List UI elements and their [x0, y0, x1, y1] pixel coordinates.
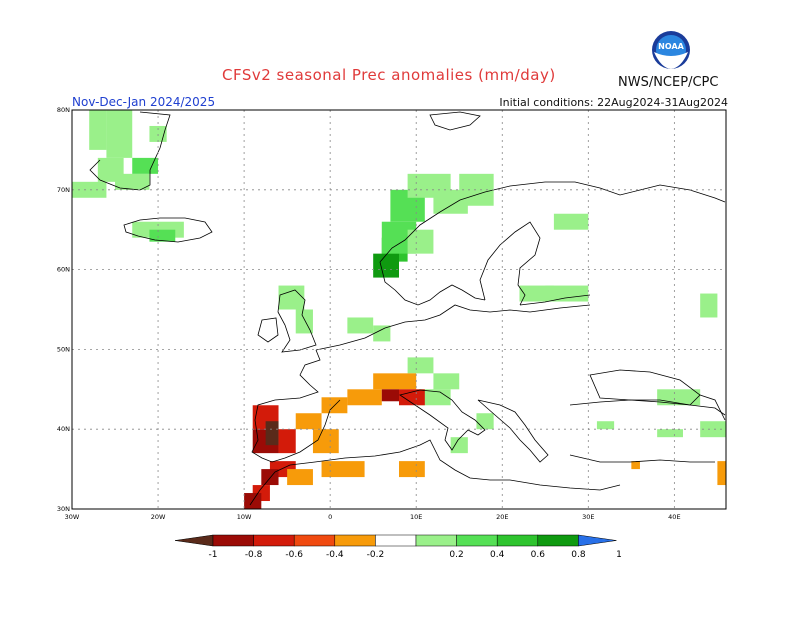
colorbar-segment: [253, 534, 295, 547]
anomaly-cell: [545, 285, 589, 302]
anomaly-cell: [295, 413, 322, 430]
colorbar-tick-label: 0.6: [531, 550, 546, 560]
anomaly-cell: [450, 437, 468, 454]
anomaly-cell: [399, 461, 425, 478]
anomaly-cell: [596, 421, 615, 430]
colorbar-segment: [496, 534, 539, 547]
anomaly-cell: [407, 229, 434, 254]
lat-tick-label: 80N: [57, 106, 70, 114]
colorbar-tick-label: -0.2: [367, 550, 385, 560]
anomaly-cells: [72, 110, 726, 509]
lon-tick-label: 0: [328, 513, 332, 521]
colorbar-tick-label: 1: [616, 550, 622, 560]
anomaly-cell: [312, 429, 339, 454]
anomaly-cell: [407, 357, 434, 374]
anomaly-cell: [657, 429, 683, 438]
colorbar-segment: [415, 534, 457, 547]
anomaly-cell: [287, 469, 313, 486]
anomaly-cell: [265, 421, 279, 446]
colorbar-tick-label: 0.8: [571, 550, 586, 560]
colorbar-arrow-low: [174, 534, 214, 547]
svg-text:NOAA: NOAA: [658, 42, 684, 51]
anomaly-cell: [381, 389, 399, 402]
anomaly-cell: [476, 413, 494, 430]
lon-tick-label: 30E: [582, 513, 594, 521]
lon-tick-label: 20W: [151, 513, 166, 521]
map-title: CFSv2 seasonal Prec anomalies (mm/day): [222, 66, 556, 84]
colorbar-tick-label: 0.2: [449, 550, 463, 560]
anomaly-cell: [347, 389, 382, 406]
agency-label: NWS/NCEP/CPC: [618, 75, 719, 90]
anomaly-cell: [278, 285, 305, 310]
anomaly-cell: [631, 461, 640, 470]
anomaly-cell: [553, 213, 589, 230]
anomaly-cell: [278, 429, 296, 454]
anomaly-cell: [459, 173, 494, 206]
colorbar-segment: [375, 534, 417, 547]
colorbar-tick-label: -0.8: [245, 550, 263, 560]
lon-tick-label: 30W: [65, 513, 80, 521]
lat-tick-label: 70N: [57, 186, 70, 194]
lat-tick-label: 40N: [57, 425, 70, 433]
anomaly-cell: [700, 293, 718, 318]
anomaly-cell: [717, 461, 726, 486]
colorbar-segment: [334, 534, 376, 547]
colorbar-segment: [537, 534, 579, 547]
anomaly-cell: [72, 181, 107, 198]
colorbar-tick-label: -1: [209, 550, 218, 560]
anomaly-cell: [347, 317, 374, 334]
anomaly-cell: [149, 125, 167, 142]
anomaly-cell: [373, 325, 391, 342]
anomaly-cell: [132, 157, 159, 174]
anomaly-cell: [700, 421, 726, 438]
colorbar-tick-label: -0.4: [326, 550, 344, 560]
anomaly-cell: [321, 461, 365, 478]
lat-tick-label: 30N: [57, 505, 70, 513]
colorbar-legend: -1 -0.8 -0.6 -0.4 -0.2 0.2 0.4 0.6 0.8 1: [174, 534, 622, 560]
lon-tick-label: 10E: [410, 513, 422, 521]
lon-tick-label: 20E: [496, 513, 508, 521]
initial-conditions: Initial conditions: 22Aug2024-31Aug2024: [499, 96, 728, 109]
axis-labels: 30W 20W 10W 0 10E 20E 30E 40E 30N 40N 50N 60N 70N 80N: [57, 106, 681, 521]
anomaly-cell: [106, 110, 133, 158]
anomaly-cell: [115, 173, 150, 190]
coastlines: [89, 111, 726, 506]
map-frame: [71, 109, 727, 510]
anomaly-cell: [373, 373, 417, 390]
colorbar-tick-label: 0.4: [490, 550, 505, 560]
colorbar-segment: [212, 534, 254, 547]
colorbar-segment: [293, 534, 336, 547]
colorbar-segment: [456, 534, 498, 547]
anomaly-cell: [149, 229, 176, 242]
lat-tick-label: 60N: [57, 266, 70, 274]
forecast-period: Nov-Dec-Jan 2024/2025: [72, 95, 216, 109]
anomaly-cell: [373, 253, 399, 278]
colorbar-arrow-high: [578, 534, 617, 547]
colorbar-tick-label: -0.6: [285, 550, 303, 560]
lon-tick-label: 40E: [668, 513, 680, 521]
anomaly-cell: [433, 373, 460, 390]
noaa-logo-icon: NOAA: [652, 31, 690, 69]
anomaly-cell: [89, 110, 107, 150]
lat-tick-label: 50N: [57, 345, 70, 353]
lon-tick-label: 10W: [237, 513, 252, 521]
graticule: [72, 110, 726, 509]
